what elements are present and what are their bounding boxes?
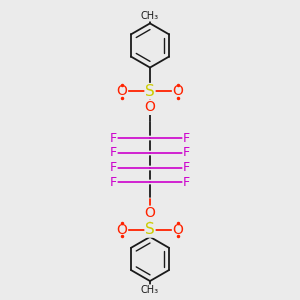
Text: O: O — [117, 84, 128, 98]
Text: F: F — [110, 132, 117, 145]
Text: F: F — [183, 146, 190, 159]
Text: S: S — [145, 222, 155, 237]
Text: F: F — [183, 132, 190, 145]
Text: F: F — [110, 176, 117, 189]
Text: F: F — [183, 161, 190, 174]
Text: F: F — [110, 146, 117, 159]
Text: O: O — [145, 206, 155, 220]
Text: CH₃: CH₃ — [141, 285, 159, 295]
Text: O: O — [172, 84, 183, 98]
Text: O: O — [117, 223, 128, 236]
Text: O: O — [145, 100, 155, 114]
Text: S: S — [145, 84, 155, 99]
Text: F: F — [110, 161, 117, 174]
Text: CH₃: CH₃ — [141, 11, 159, 21]
Text: O: O — [172, 223, 183, 236]
Text: F: F — [183, 176, 190, 189]
